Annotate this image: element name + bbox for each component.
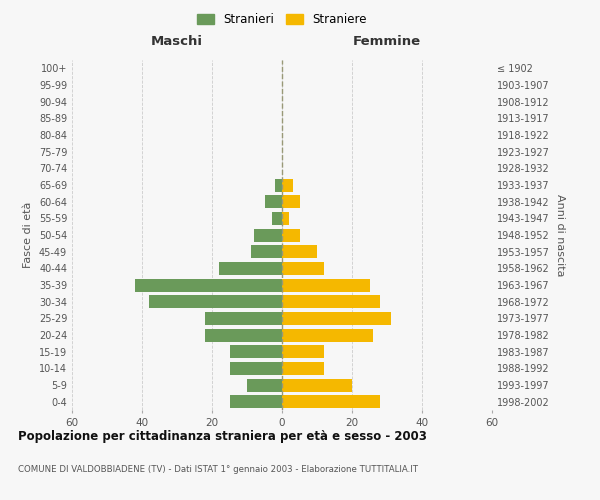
Bar [282, 345, 324, 358]
Bar [205, 312, 282, 325]
Bar [282, 362, 324, 375]
Text: COMUNE DI VALDOBBIADENE (TV) - Dati ISTAT 1° gennaio 2003 - Elaborazione TUTTITA: COMUNE DI VALDOBBIADENE (TV) - Dati ISTA… [18, 465, 418, 474]
Bar [282, 178, 293, 192]
Y-axis label: Anni di nascita: Anni di nascita [555, 194, 565, 276]
Bar [247, 378, 282, 392]
Bar [282, 195, 299, 208]
Bar [282, 278, 370, 291]
Bar [229, 395, 282, 408]
Bar [282, 212, 289, 225]
Bar [254, 228, 282, 241]
Legend: Stranieri, Straniere: Stranieri, Straniere [193, 8, 371, 31]
Bar [229, 345, 282, 358]
Bar [205, 328, 282, 342]
Bar [282, 395, 380, 408]
Y-axis label: Fasce di età: Fasce di età [23, 202, 33, 268]
Bar [282, 245, 317, 258]
Bar [251, 245, 282, 258]
Bar [275, 178, 282, 192]
Bar [271, 212, 282, 225]
Text: Popolazione per cittadinanza straniera per età e sesso - 2003: Popolazione per cittadinanza straniera p… [18, 430, 427, 443]
Bar [149, 295, 282, 308]
Bar [282, 295, 380, 308]
Bar [219, 262, 282, 275]
Text: Femmine: Femmine [353, 36, 421, 49]
Bar [282, 328, 373, 342]
Text: Maschi: Maschi [151, 36, 203, 49]
Bar [265, 195, 282, 208]
Bar [282, 228, 299, 241]
Bar [282, 262, 324, 275]
Bar [229, 362, 282, 375]
Bar [282, 312, 391, 325]
Bar [135, 278, 282, 291]
Bar [282, 378, 352, 392]
